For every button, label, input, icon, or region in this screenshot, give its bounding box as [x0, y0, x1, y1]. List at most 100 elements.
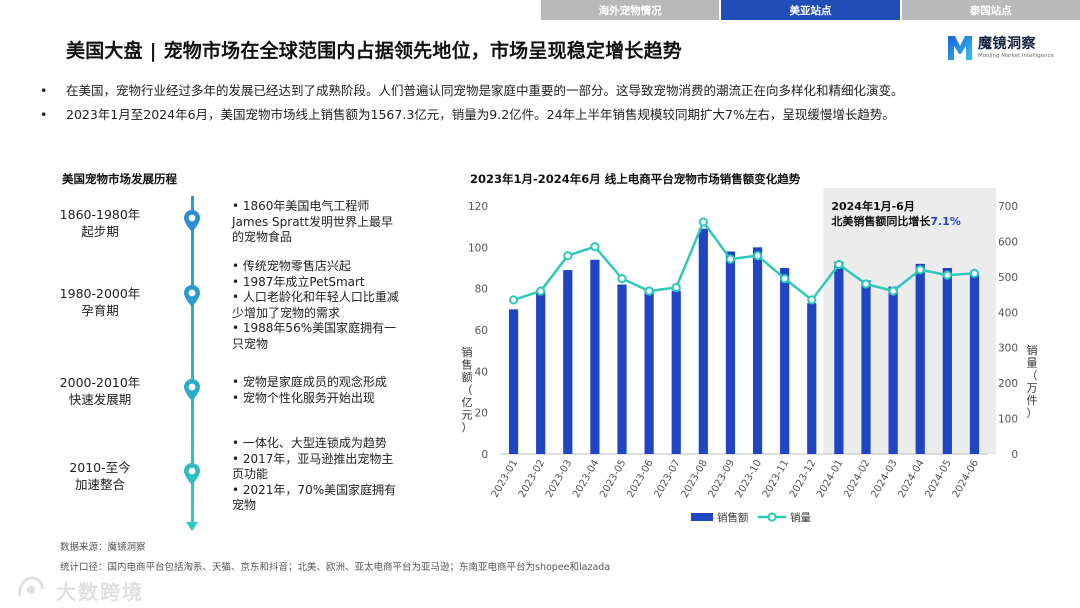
y-right-tick-label: 400 [998, 307, 1018, 319]
watermark-text: 大数跨境 [56, 580, 144, 604]
era-item: • 一体化、大型连锁成为趋势 [232, 436, 387, 450]
legend-label-sales: 销售额 [717, 511, 749, 524]
x-tick-label: 2023-10 [734, 458, 764, 500]
era-label: 1980-2000年 孕育期 [50, 285, 150, 319]
location-pin-icon [184, 463, 200, 485]
era-item: James Spratt发明世界上最早 [232, 214, 393, 229]
era-description: • 传统宠物零售店兴起 • 1987年成立PetSmart • 人口老龄化和年轻… [232, 259, 442, 352]
highlight-text-label: 北美销售额同比增长 [831, 214, 931, 228]
location-pin-icon [184, 210, 200, 232]
y-right-tick-label: 100 [998, 414, 1018, 426]
era-name: 孕育期 [81, 303, 119, 318]
era-item: 页功能 [232, 467, 269, 481]
point-volume [725, 254, 736, 264]
bar-sales [780, 268, 790, 454]
point-volume [563, 251, 573, 261]
highlight-value: 7.1% [930, 215, 961, 228]
era-name: 快速发展期 [68, 392, 132, 407]
point-volume [834, 259, 844, 270]
x-tick-label: 2023-08 [680, 458, 710, 500]
y-right-axis-title: 销量（万件） [1027, 343, 1038, 420]
bullet-text: 2023年1月至2024年6月，美国宠物市场线上销售额为1567.3亿元，销量为… [66, 107, 895, 122]
point-volume [671, 282, 681, 293]
point-volume [915, 265, 925, 275]
bullet-text: 在美国，宠物行业经过多年的发展已经达到了成熟阶段。人们普遍认同宠物是家庭中重要的… [66, 83, 904, 98]
bar-sales [915, 263, 925, 454]
era-item: • 宠物是家庭成员的观念形成 [232, 375, 387, 389]
y-right-tick-label: 500 [998, 272, 1018, 284]
era-label: 2010-至今 加速整合 [50, 459, 150, 493]
era-item: • 2021年，70%美国家庭拥有 [232, 482, 397, 497]
legend-label-volume: 销量 [790, 511, 811, 524]
bar-sales [590, 259, 600, 454]
y-tick-label: 20 [475, 408, 488, 420]
chart-title: 2023年1月-2024年6月 线上电商平台宠物市场销售额变化趋势 [470, 172, 801, 186]
highlight-text: 北美销售额同比增长7.1% [831, 214, 961, 228]
intro-bullets: • 在美国，宠物行业经过多年的发展已经达到了成熟阶段。人们普遍认同宠物是家庭中重… [38, 80, 1048, 128]
point-volume [780, 274, 790, 284]
x-tick-label: 2023-05 [598, 458, 628, 500]
logo: 魔镜洞察 Moojing Market Intelligence [946, 30, 1056, 66]
y-tick-label: 80 [475, 284, 488, 296]
statistics-note: 统计口径：国内电商平台包括淘系、天猫、京东和抖音；北美、欧洲、亚太电商平台为亚马… [60, 562, 611, 573]
y-tick-label: 0 [481, 449, 488, 461]
point-volume [536, 286, 546, 296]
location-pin-icon [184, 379, 200, 401]
era-label: 2000-2010年 快速发展期 [50, 374, 150, 408]
bar-sales [644, 290, 654, 454]
bar-sales [752, 247, 763, 454]
era-name: 加速整合 [74, 477, 125, 492]
tab-thailand[interactable]: 泰国站点 [901, 0, 1080, 20]
x-tick-label: 2024-03 [869, 458, 899, 500]
era-item: • 2017年，亚马逊推出宠物主 [232, 451, 394, 466]
bar-sales [861, 280, 871, 454]
era-period: 2000-2010年 [59, 375, 141, 390]
x-tick-label: 2024-01 [815, 458, 845, 500]
timeline-arrow-icon [186, 522, 198, 531]
point-volume [617, 274, 627, 284]
watermark-icon [18, 576, 44, 597]
era-description: • 一体化、大型连锁成为趋势 • 2017年，亚马逊推出宠物主 页功能 • 20… [232, 436, 442, 514]
point-volume [807, 295, 817, 305]
y-right-tick-label: 0 [1011, 449, 1018, 461]
bar-sales [617, 284, 627, 454]
bar-sales [807, 303, 817, 454]
bar-sales [942, 268, 952, 454]
y-tick-label: 40 [475, 366, 488, 378]
watermark: 大数跨境 [8, 572, 198, 604]
era-item: 的宠物食品 [232, 230, 293, 244]
era-name: 起步期 [81, 224, 119, 239]
x-tick-label: 2023-03 [544, 458, 574, 500]
legend-swatch-sales [691, 513, 713, 521]
era-item: 宠物 [232, 498, 257, 512]
point-volume [644, 286, 654, 296]
logo-name: 魔镜洞察 [978, 36, 1036, 52]
era-item: 少增加了宠物的需求 [232, 305, 341, 320]
bar-sales [725, 251, 736, 454]
y-right-tick-label: 700 [998, 201, 1018, 213]
tab-us-amazon[interactable]: 美亚站点 [721, 0, 900, 20]
timeline-line [191, 196, 194, 524]
x-tick-label: 2023-01 [490, 458, 520, 500]
era-item: • 1987年成立PetSmart [232, 274, 365, 289]
y-right-tick-label: 300 [998, 343, 1018, 355]
tab-overseas-pets[interactable]: 海外宠物情况 [541, 0, 720, 20]
point-volume [888, 286, 898, 296]
page-title: 美国大盘 | 宠物市场在全球范围内占据领先地位，市场呈现稳定增长趋势 [66, 40, 682, 62]
x-tick-label: 2024-02 [842, 458, 872, 500]
bar-sales [698, 228, 708, 454]
bar-sales [671, 290, 681, 454]
era-item: • 1988年56%美国家庭拥有一 [232, 321, 397, 335]
bar-sales [563, 270, 573, 454]
point-volume [590, 242, 600, 252]
era-period: 1860-1980年 [59, 207, 141, 222]
x-tick-label: 2023-07 [652, 458, 682, 500]
point-volume [698, 217, 708, 227]
era-item: • 1860年美国电气工程师 [232, 199, 370, 213]
era-period: 2010-至今 [69, 460, 131, 475]
data-source: 数据来源：魔镜洞察 [60, 542, 146, 553]
x-tick-label: 2023-02 [517, 458, 547, 500]
x-tick-label: 2023-12 [788, 458, 818, 500]
y-right-tick-label: 200 [998, 378, 1018, 390]
